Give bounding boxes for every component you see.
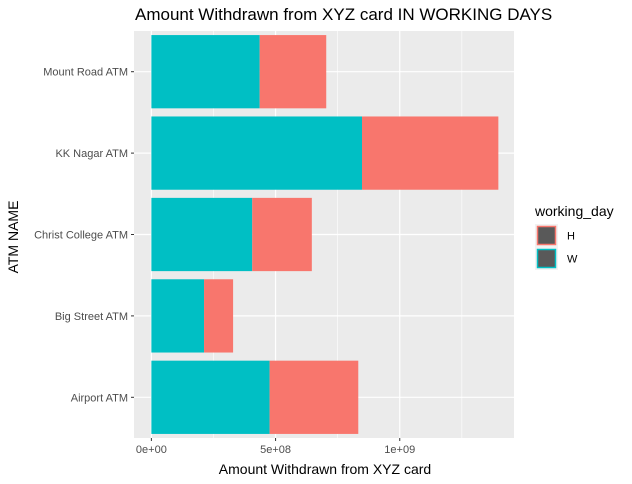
y-tick-label: Mount Road ATM (43, 67, 128, 79)
y-axis-title: ATM NAME (5, 201, 21, 274)
bar-w-airport-atm (151, 360, 270, 434)
bar-h-big-street-atm (204, 279, 234, 353)
bar-w-christ-college-atm (151, 197, 253, 272)
x-axis: 0e+00 5e+08 1e+09 (136, 438, 415, 456)
x-tick-label: 0e+00 (136, 444, 167, 456)
chart-title: Amount Withdrawn from XYZ card IN WORKIN… (135, 5, 552, 24)
legend-title: working_day (534, 203, 614, 219)
legend-item-h: H (535, 224, 575, 247)
y-tick-label: Airport ATM (71, 392, 128, 404)
bar-h-christ-college-atm (252, 197, 312, 272)
y-tick-label: Big Street ATM (55, 311, 128, 323)
y-axis: Airport ATM Big Street ATM Christ College … (34, 67, 134, 404)
x-axis-title: Amount Withdrawn from XYZ card (219, 461, 431, 477)
bar-w-mount-road-atm (151, 35, 260, 109)
y-tick-label: KK Nagar ATM (55, 148, 128, 160)
x-tick-label: 1e+09 (384, 444, 415, 456)
bar-h-kk-nagar-atm (362, 116, 499, 190)
y-tick-label: Christ College ATM (34, 230, 128, 242)
legend: HW (535, 224, 578, 270)
bar-w-kk-nagar-atm (151, 116, 362, 190)
bar-w-big-street-atm (151, 279, 205, 353)
legend-swatch (536, 248, 557, 269)
x-tick-label: 5e+08 (260, 444, 291, 456)
bars (151, 35, 499, 434)
bar-h-airport-atm (269, 360, 359, 434)
legend-label: W (567, 254, 578, 266)
legend-swatch (536, 225, 557, 246)
legend-item-w: W (535, 247, 578, 270)
legend-label: H (567, 231, 575, 243)
bar-h-mount-road-atm (259, 35, 327, 109)
